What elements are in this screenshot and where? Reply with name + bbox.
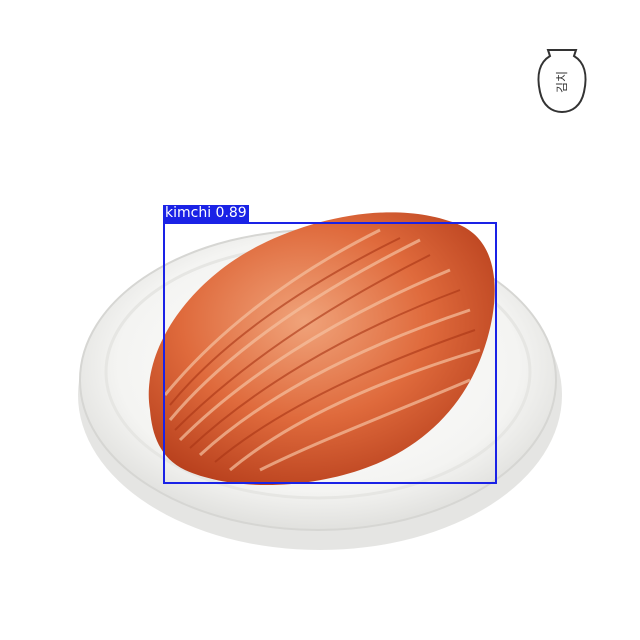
brand-logo-text: 김치	[555, 71, 569, 93]
brand-logo: 김치	[537, 49, 587, 114]
kimchi	[148, 212, 495, 485]
detection-box	[163, 222, 497, 484]
detection-label: kimchi 0.89	[163, 205, 249, 222]
kimchi-strands	[163, 228, 481, 472]
